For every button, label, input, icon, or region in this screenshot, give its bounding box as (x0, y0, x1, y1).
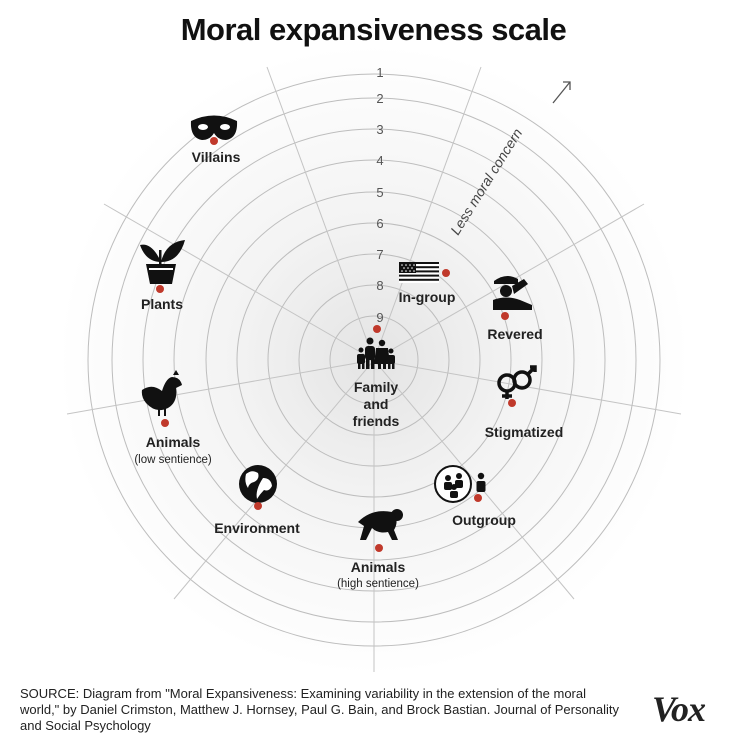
ring-number: 6 (376, 216, 383, 231)
outgroup-label: Outgroup (452, 512, 516, 528)
ingroup-label: In-group (399, 289, 456, 305)
globe-icon (239, 465, 277, 503)
spoke (66, 359, 375, 415)
villains-dot (210, 137, 218, 145)
outgroup-people-icon (434, 465, 486, 503)
center-label-line3: friends (353, 413, 400, 429)
ring-number: 4 (376, 153, 383, 168)
spoke (373, 359, 575, 600)
page-title: Moral expansiveness scale (180, 12, 567, 47)
revered-label: Revered (487, 326, 542, 342)
saluting-soldier-icon (493, 275, 532, 310)
villains-label: Villains (192, 149, 241, 165)
animals-high-dot (375, 544, 383, 552)
animals-high-label: Animals (351, 559, 406, 575)
ring-number: 3 (376, 122, 383, 137)
arrow-icon (552, 81, 571, 104)
environment-dot (254, 502, 262, 510)
plants-dot (156, 285, 164, 293)
chicken-icon (141, 370, 182, 416)
center-label-line1: Family (354, 379, 399, 395)
ring-number: 1 (376, 65, 383, 80)
outgroup-dot (474, 494, 482, 502)
gender-symbols-icon (497, 365, 537, 399)
ring-number: 2 (376, 91, 383, 106)
animals-low-dot (161, 419, 169, 427)
stigmatized-label: Stigmatized (485, 424, 564, 440)
animals-low-sublabel: (low sentience) (134, 454, 212, 466)
source-citation: SOURCE: Diagram from "Moral Expansivenes… (20, 686, 620, 733)
ring-number: 7 (376, 247, 383, 262)
plants-label: Plants (141, 296, 183, 312)
ring-number: 5 (376, 185, 383, 200)
family-dot (373, 325, 381, 333)
chimpanzee-icon (358, 509, 403, 540)
us-flag-icon (399, 262, 439, 283)
ring-number: 8 (376, 278, 383, 293)
mask-icon (190, 115, 238, 140)
revered-dot (501, 312, 509, 320)
stigmatized-dot (508, 399, 516, 407)
ingroup-dot (442, 269, 450, 277)
vox-logo: Vox (652, 689, 706, 729)
animals-low-label: Animals (146, 434, 201, 450)
center-label-line2: and (364, 396, 389, 412)
environment-label: Environment (214, 520, 300, 536)
ring-number: 9 (376, 310, 383, 325)
animals-high-sublabel: (high sentience) (337, 578, 419, 590)
potted-plant-icon (140, 240, 185, 284)
spoke (373, 66, 482, 361)
spoke (266, 66, 375, 361)
spoke (103, 203, 375, 361)
family-icon (357, 337, 395, 369)
moral-circle-diagram: 1 2 3 4 5 6 7 8 9 Less moral concern Fam… (59, 45, 689, 675)
ring-number-labels: 1 2 3 4 5 6 7 8 9 (376, 65, 383, 325)
